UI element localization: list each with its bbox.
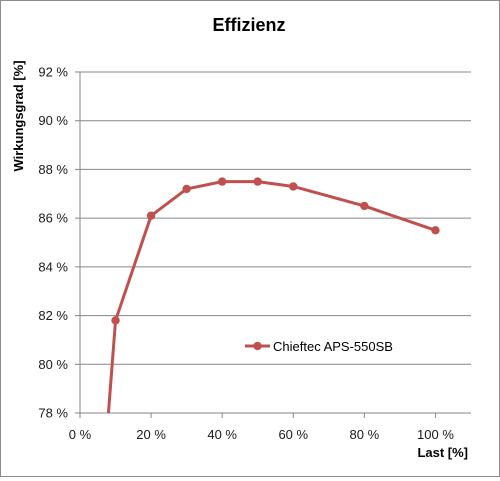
legend: Chieftec APS-550SB xyxy=(245,339,393,354)
data-point xyxy=(182,184,191,194)
y-tick-label: 86 % xyxy=(38,211,68,226)
legend-marker xyxy=(253,341,262,351)
x-tick-label: 0 % xyxy=(69,427,92,442)
y-tick-label: 92 % xyxy=(38,65,68,80)
data-point xyxy=(111,316,120,325)
series-line xyxy=(106,180,436,414)
x-tick-label: 40 % xyxy=(207,427,237,442)
series-layer xyxy=(106,177,440,414)
x-tick-label: 80 % xyxy=(350,427,380,442)
y-axis-ticks: 78 % 80 % 82 % 84 % 86 % 88 % 90 % 92 % xyxy=(38,65,80,421)
data-point xyxy=(146,211,156,220)
x-axis-title: Last [%] xyxy=(417,445,468,460)
x-tick-label: 60 % xyxy=(278,427,308,442)
y-tick-label: 84 % xyxy=(38,259,68,274)
y-tick-label: 88 % xyxy=(38,162,68,177)
y-axis-title: Wirkungsgrad [%] xyxy=(11,60,26,171)
axes xyxy=(79,72,471,414)
legend-label: Chieftec APS-550SB xyxy=(273,339,393,354)
y-tick-label: 80 % xyxy=(38,357,68,372)
data-point xyxy=(289,182,298,191)
data-point xyxy=(217,177,227,186)
y-tick-label: 90 % xyxy=(38,113,68,128)
chart-title: Effizienz xyxy=(212,15,285,35)
y-tick-label: 82 % xyxy=(38,308,68,323)
gridlines xyxy=(80,71,471,414)
data-point xyxy=(431,226,440,235)
y-tick-label: 78 % xyxy=(38,406,68,421)
x-axis-ticks: 0 % 20 % 40 % 60 % 80 % 100 % xyxy=(69,413,454,442)
x-tick-label: 100 % xyxy=(417,427,454,442)
data-point xyxy=(253,177,262,186)
data-point xyxy=(360,201,369,211)
x-tick-label: 20 % xyxy=(136,427,166,442)
